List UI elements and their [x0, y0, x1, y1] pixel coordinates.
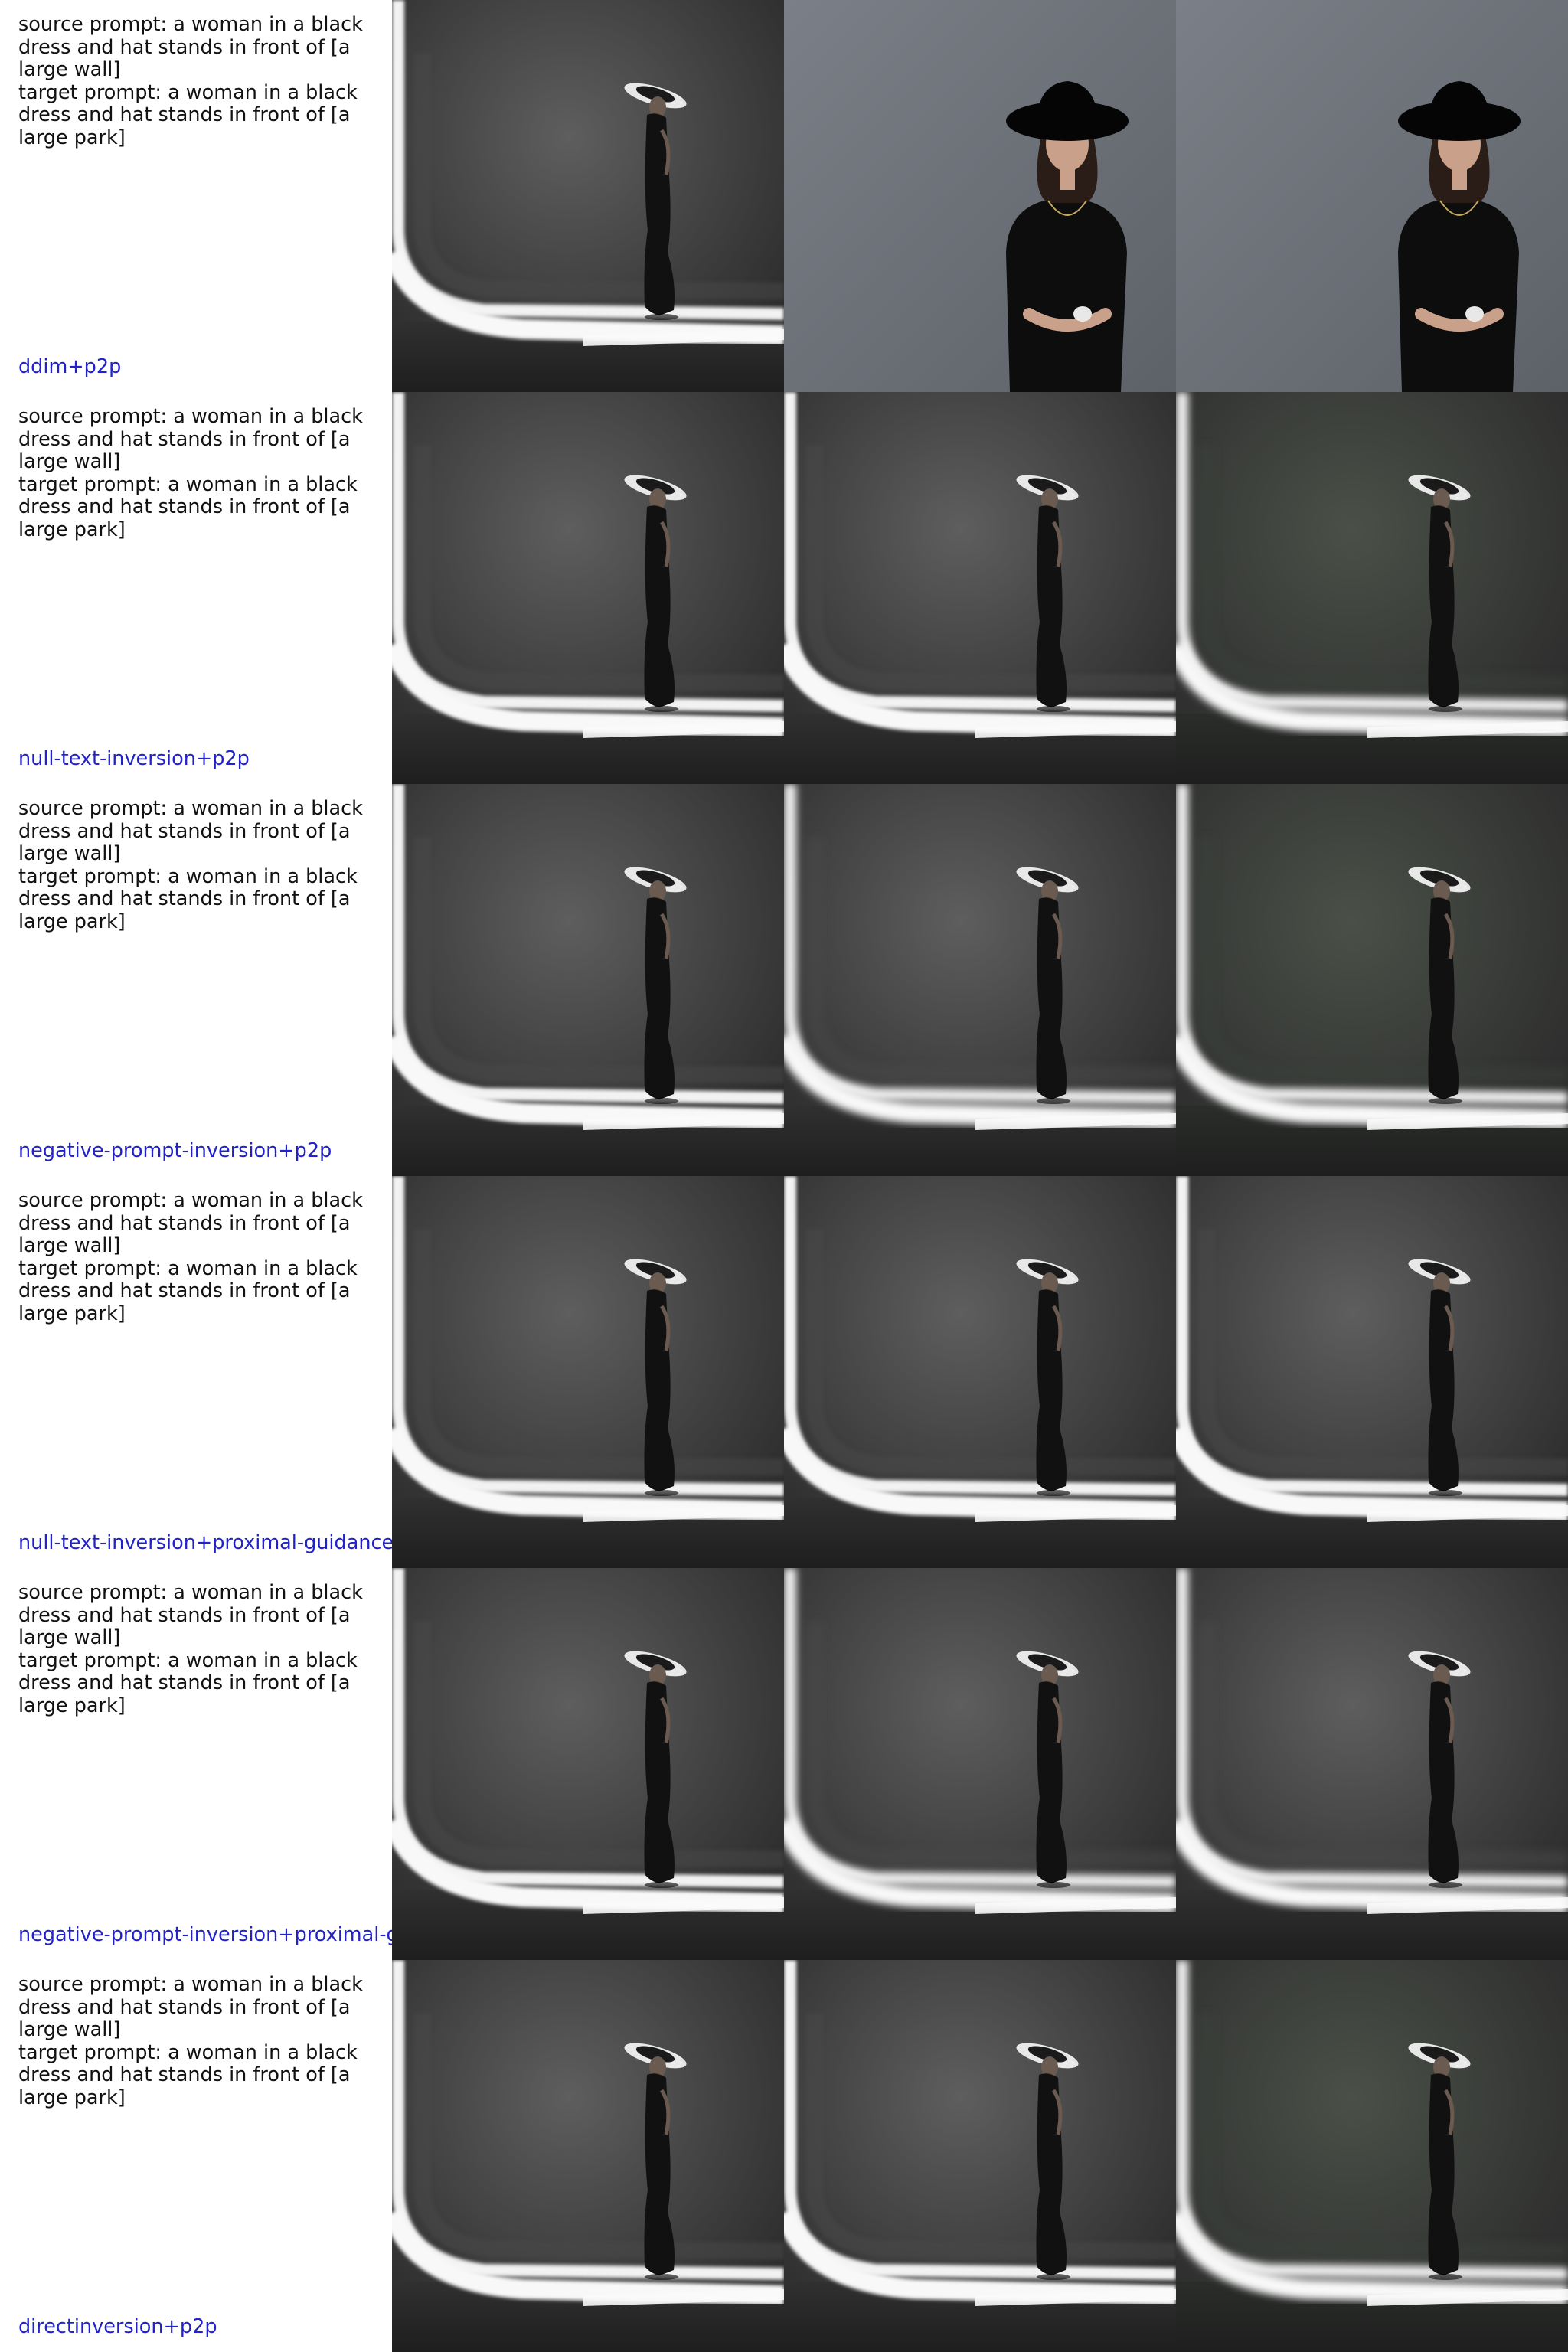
- reconstruction-image: [784, 784, 1176, 1176]
- source-image: [392, 1176, 784, 1568]
- method-label: ddim+p2p: [18, 355, 122, 378]
- method-label: negative-prompt-inversion+proximal-g: [18, 1923, 392, 1946]
- edited-image: [1176, 0, 1568, 392]
- edited-image: [1176, 1960, 1568, 2352]
- comparison-row: source prompt: a woman in a black dress …: [0, 1960, 1568, 2352]
- edited-image: [1176, 1568, 1568, 1960]
- reconstruction-image: [784, 1176, 1176, 1568]
- reconstruction-image: [784, 1568, 1176, 1960]
- method-label: negative-prompt-inversion+p2p: [18, 1139, 332, 1162]
- row-label-column: source prompt: a woman in a black dress …: [0, 1568, 392, 1960]
- prompt-text: source prompt: a woman in a black dress …: [18, 405, 363, 541]
- source-image: [392, 1568, 784, 1960]
- comparison-row: source prompt: a woman in a black dress …: [0, 0, 1568, 392]
- edited-image: [1176, 784, 1568, 1176]
- source-image: [392, 1960, 784, 2352]
- prompt-text: source prompt: a woman in a black dress …: [18, 1973, 363, 2109]
- row-label-column: source prompt: a woman in a black dress …: [0, 392, 392, 784]
- prompt-text: source prompt: a woman in a black dress …: [18, 13, 363, 149]
- prompt-text: source prompt: a woman in a black dress …: [18, 797, 363, 933]
- method-label: null-text-inversion+proximal-guidance: [18, 1531, 392, 1554]
- comparison-row: source prompt: a woman in a black dress …: [0, 392, 1568, 784]
- comparison-row: source prompt: a woman in a black dress …: [0, 1176, 1568, 1568]
- edited-image: [1176, 1176, 1568, 1568]
- reconstruction-image: [784, 392, 1176, 784]
- edited-image: [1176, 392, 1568, 784]
- row-label-column: source prompt: a woman in a black dress …: [0, 784, 392, 1176]
- reconstruction-image: [784, 0, 1176, 392]
- row-label-column: source prompt: a woman in a black dress …: [0, 1176, 392, 1568]
- source-image: [392, 784, 784, 1176]
- prompt-text: source prompt: a woman in a black dress …: [18, 1189, 363, 1325]
- row-label-column: source prompt: a woman in a black dress …: [0, 0, 392, 392]
- prompt-text: source prompt: a woman in a black dress …: [18, 1581, 363, 1717]
- source-image: [392, 0, 784, 392]
- source-image: [392, 392, 784, 784]
- reconstruction-image: [784, 1960, 1176, 2352]
- comparison-row: source prompt: a woman in a black dress …: [0, 1568, 1568, 1960]
- comparison-row: source prompt: a woman in a black dress …: [0, 784, 1568, 1176]
- row-label-column: source prompt: a woman in a black dress …: [0, 1960, 392, 2352]
- method-label: null-text-inversion+p2p: [18, 747, 250, 770]
- method-label: directinversion+p2p: [18, 2315, 217, 2338]
